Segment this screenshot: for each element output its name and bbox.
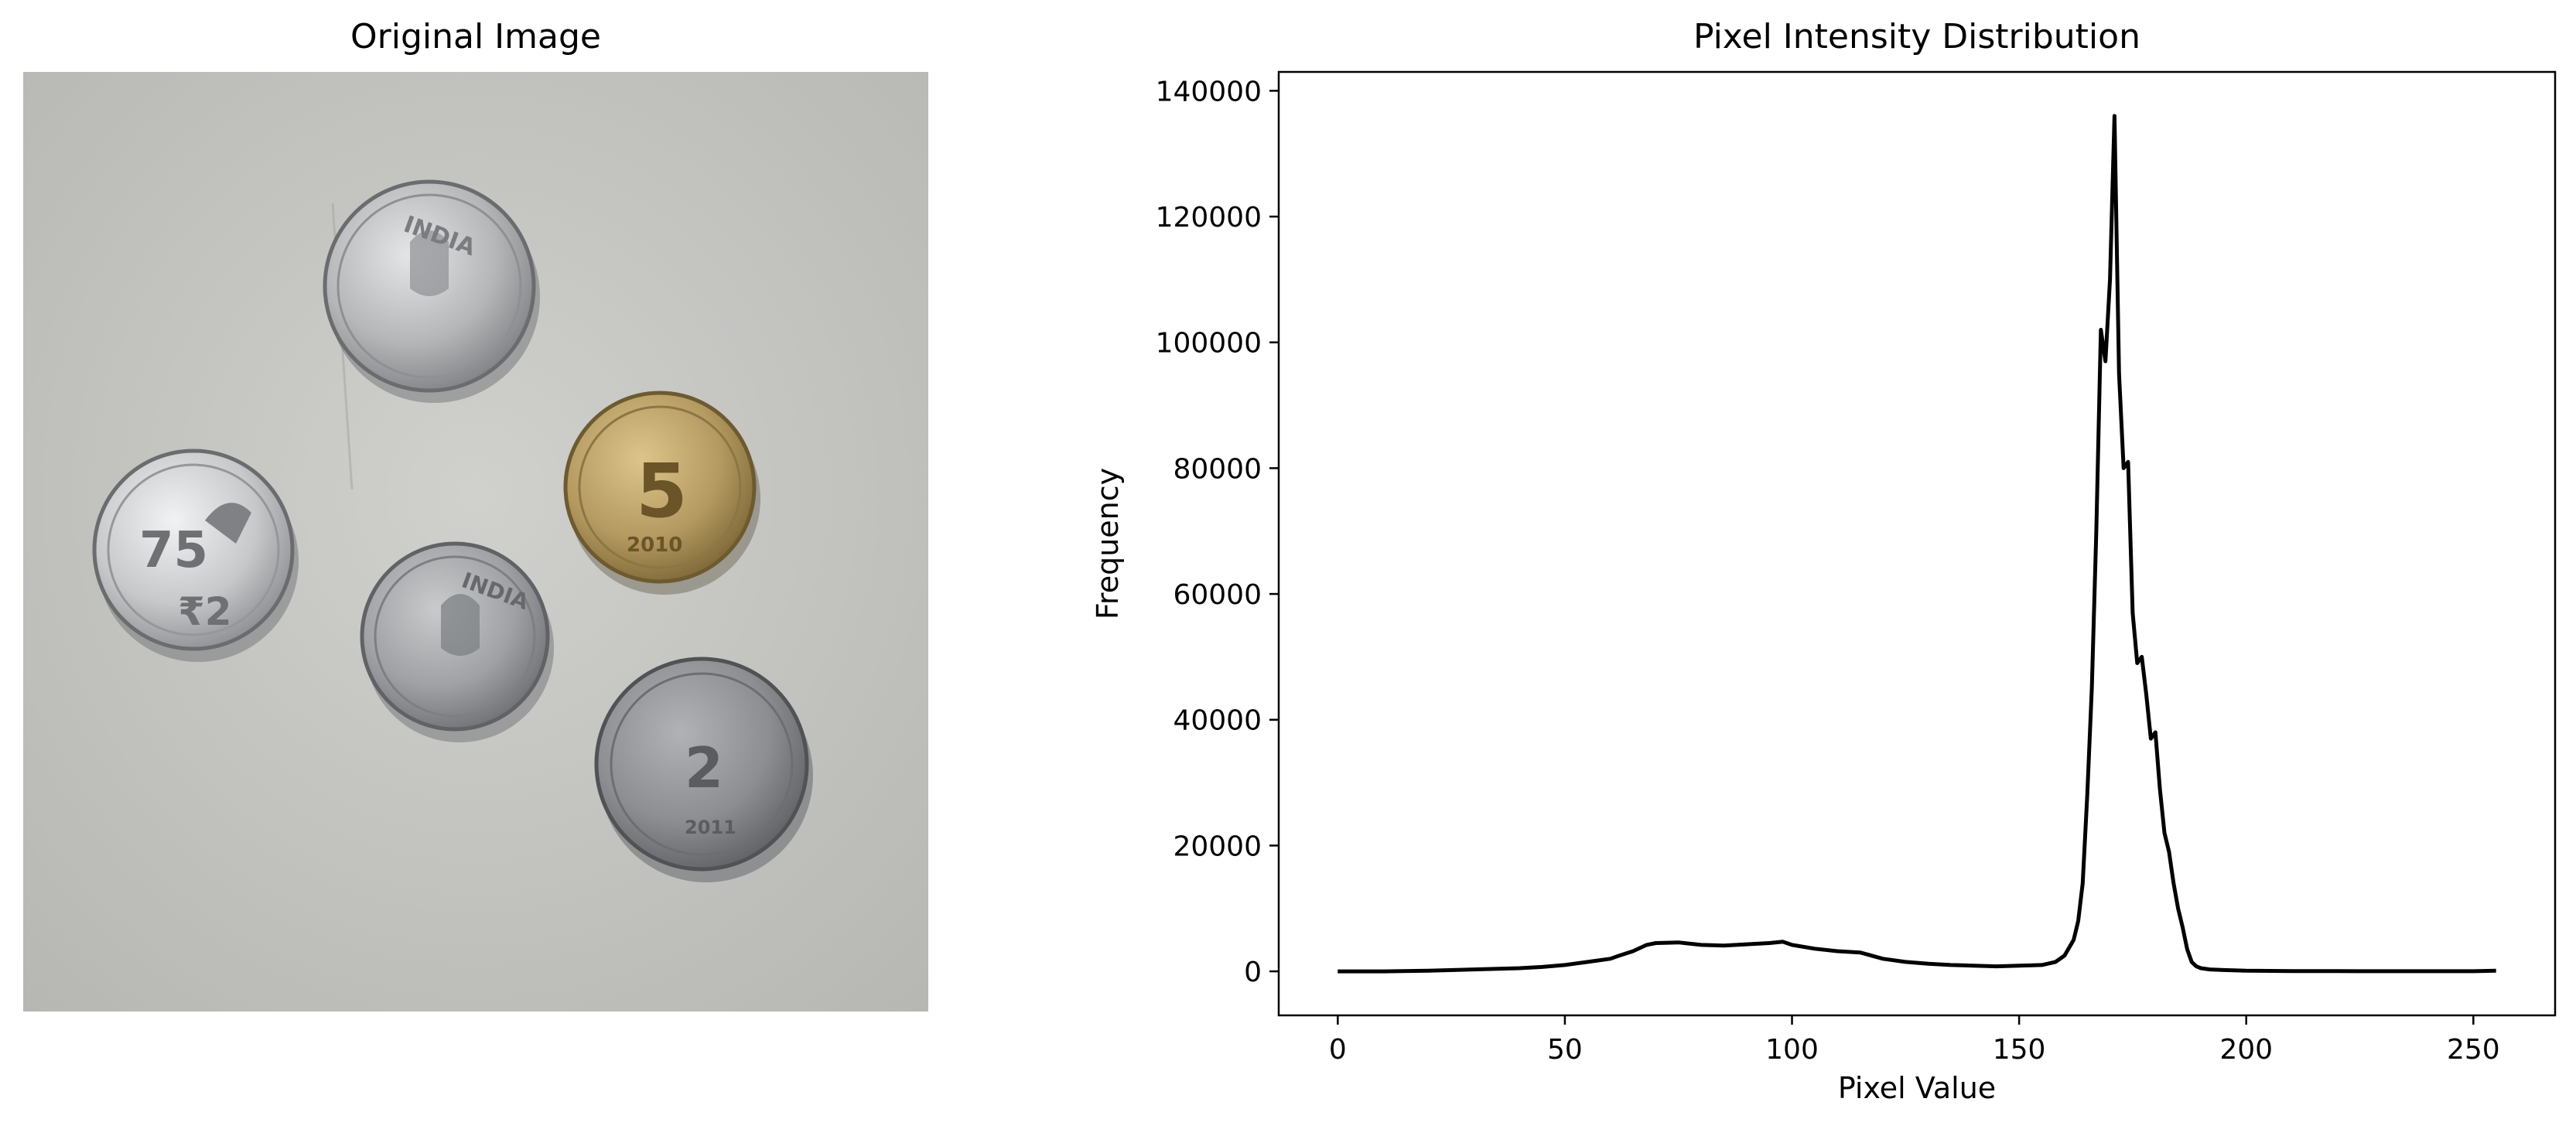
- original-image: INDIA 75 ₹2 5 2010 INDIA: [23, 72, 928, 1011]
- y-tick-label: 60000: [1173, 579, 1262, 611]
- photo-title: Original Image: [350, 17, 601, 56]
- lion-capital-icon: [441, 594, 480, 656]
- y-tick-label: 100000: [1156, 328, 1262, 360]
- histogram-line: [1338, 114, 2496, 974]
- coin-one-rupee: INDIA: [323, 179, 540, 403]
- svg-text:2010: 2010: [627, 534, 682, 557]
- coin-one-rupee-small: INDIA: [360, 541, 554, 742]
- y-tick-label: 140000: [1156, 76, 1262, 107]
- y-tick-label: 120000: [1156, 202, 1262, 234]
- x-tick-label: 250: [2447, 1034, 2500, 1066]
- x-tick-label: 50: [1547, 1034, 1583, 1066]
- y-tick-label: 40000: [1173, 705, 1262, 737]
- y-axis-label: Frequency: [1091, 468, 1125, 619]
- svg-text:₹2: ₹2: [178, 589, 232, 634]
- chart-title: Pixel Intensity Distribution: [1693, 17, 2140, 56]
- x-tick-label: 200: [2219, 1034, 2273, 1066]
- y-tick-label: 80000: [1173, 453, 1262, 485]
- two-rupees-icon: 2: [685, 735, 723, 800]
- coin-two-rupee-dark: 2 2011: [594, 657, 813, 882]
- flag-icon: [205, 503, 251, 544]
- five-rupees-icon: 5: [636, 448, 688, 534]
- plot-area: 0 50 100 150 200 250 0 20000 40000 60000 80000 1000…: [1091, 70, 2557, 1105]
- x-axis-label: Pixel Value: [1838, 1071, 1996, 1105]
- coin-two-rupee-75: 75 ₹2: [92, 449, 299, 662]
- x-tick-label: 100: [1765, 1034, 1819, 1066]
- svg-text:75: 75: [139, 522, 208, 579]
- svg-text:2011: 2011: [685, 817, 736, 838]
- y-tick-label: 0: [1244, 957, 1262, 988]
- lion-capital-icon: [410, 230, 449, 296]
- x-tick-label: 0: [1329, 1034, 1347, 1066]
- coin-five-rupee: 5 2010: [563, 391, 760, 595]
- coins-photo: INDIA 75 ₹2 5 2010 INDIA: [23, 72, 928, 1011]
- x-tick-label: 150: [1993, 1034, 2046, 1066]
- plot-frame: [1277, 70, 2557, 1017]
- y-tick-label: 20000: [1173, 831, 1262, 862]
